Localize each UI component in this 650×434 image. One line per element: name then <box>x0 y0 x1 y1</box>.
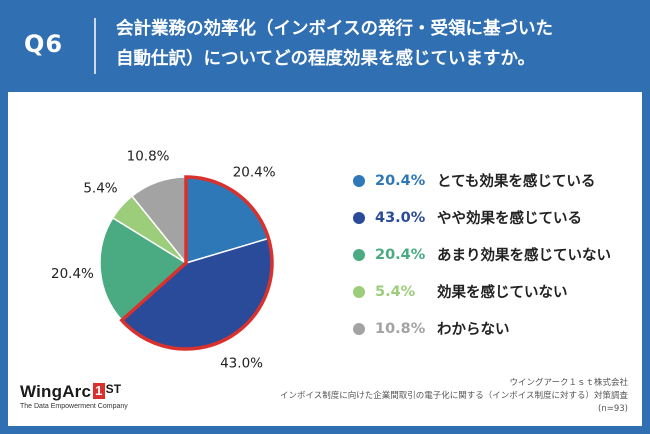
logo-tagline: The Data Empowerment Company <box>20 403 128 410</box>
legend-item: 5.4% 効果を感じていない <box>353 273 633 310</box>
legend-percent: 5.4% <box>375 283 416 300</box>
logo-wordmark: WingArc 1 ST <box>20 382 180 402</box>
pie-slice <box>99 216 188 322</box>
legend-swatch <box>353 174 365 187</box>
legend-label: 効果を感じていない <box>437 285 568 301</box>
legend-percent: 10.8% <box>375 320 426 337</box>
legend-swatch <box>353 211 365 224</box>
data-label: 20.4% <box>233 165 276 181</box>
legend-label: わからない <box>437 322 510 338</box>
legend-item: 43.0% やや効果を感じている <box>353 199 633 236</box>
source-note: ウイングアーク１ｓｔ株式会社 インボイス制度に向けた企業間取引の電子化に関する（… <box>280 377 628 416</box>
data-label: 20.4% <box>51 266 94 282</box>
legend-percent: 43.0% <box>375 209 426 226</box>
data-label: 43.0% <box>220 356 263 372</box>
highlight-outline <box>119 175 274 351</box>
pie-chart: 20.4% 43.0% 20.4% 5.4% 10.8% <box>51 148 276 372</box>
legend-label: やや効果を感じている <box>437 211 582 227</box>
chart-legend: 20.4% とても効果を感じている 43.0% やや効果を感じている 20.4%… <box>353 162 633 347</box>
chart-panel: 20.4% 43.0% 20.4% 5.4% 10.8% 20.4% とても効果を感じて… <box>8 92 642 426</box>
question-text: 会計業務の効率化（インボイスの発行・受領に基づいた 自動仕訳）についてどの程度効… <box>116 14 636 74</box>
legend-label: とても効果を感じている <box>437 174 596 190</box>
legend-item: 20.4% とても効果を感じている <box>353 162 633 199</box>
question-line-1: 会計業務の効率化（インボイスの発行・受領に基づいた <box>116 19 553 39</box>
source-sample-size: (n=93) <box>598 404 628 414</box>
data-label: 5.4% <box>83 181 117 197</box>
legend-swatch <box>353 248 365 261</box>
header-divider <box>94 18 96 74</box>
legend-item: 10.8% わからない <box>353 310 633 347</box>
logo-st: ST <box>105 382 122 396</box>
question-number: Q6 <box>24 30 64 58</box>
legend-label: あまり効果を感じていない <box>437 248 611 264</box>
source-company: ウイングアーク１ｓｔ株式会社 <box>509 378 629 388</box>
logo-main-text: WingArc <box>20 382 92 401</box>
source-survey: インボイス制度に向けた企業間取引の電子化に関する（インボイス制度に対する）対策調… <box>280 391 628 401</box>
legend-percent: 20.4% <box>375 246 426 263</box>
data-label: 10.8% <box>127 148 170 164</box>
question-line-2: 自動仕訳）についてどの程度効果を感じていますか。 <box>116 49 536 69</box>
legend-item: 20.4% あまり効果を感じていない <box>353 236 633 273</box>
header-bar: Q6 会計業務の効率化（インボイスの発行・受領に基づいた 自動仕訳）についてどの… <box>0 0 650 90</box>
logo-box: 1 <box>93 383 105 399</box>
legend-swatch <box>353 322 365 335</box>
legend-percent: 20.4% <box>375 172 426 189</box>
company-logo: WingArc 1 ST The Data Empowerment Company <box>20 382 180 410</box>
legend-swatch <box>353 285 365 298</box>
